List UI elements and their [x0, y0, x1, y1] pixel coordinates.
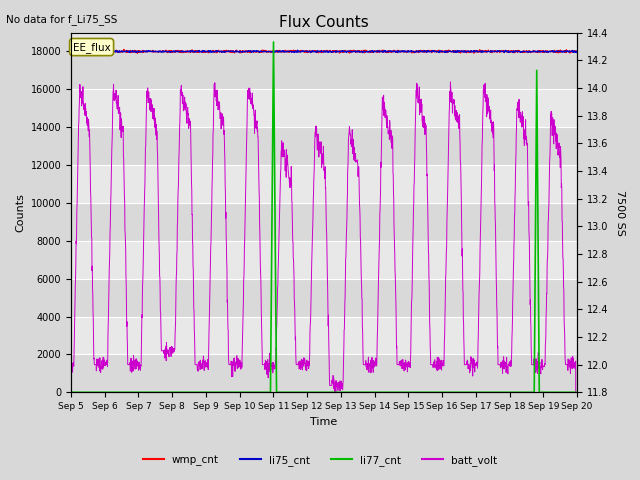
Bar [71, 354, 577, 392]
Bar [71, 127, 577, 165]
Y-axis label: Counts: Counts [15, 193, 25, 232]
Bar [71, 279, 577, 317]
Legend: wmp_cnt, li75_cnt, li77_cnt, batt_volt: wmp_cnt, li75_cnt, li77_cnt, batt_volt [139, 451, 501, 470]
Y-axis label: 7500 SS: 7500 SS [615, 190, 625, 235]
Text: EE_flux: EE_flux [73, 42, 111, 52]
Text: No data for f_Li75_SS: No data for f_Li75_SS [6, 14, 118, 25]
Title: Flux Counts: Flux Counts [279, 15, 369, 30]
X-axis label: Time: Time [310, 417, 338, 427]
Bar [71, 203, 577, 241]
Bar [71, 51, 577, 89]
